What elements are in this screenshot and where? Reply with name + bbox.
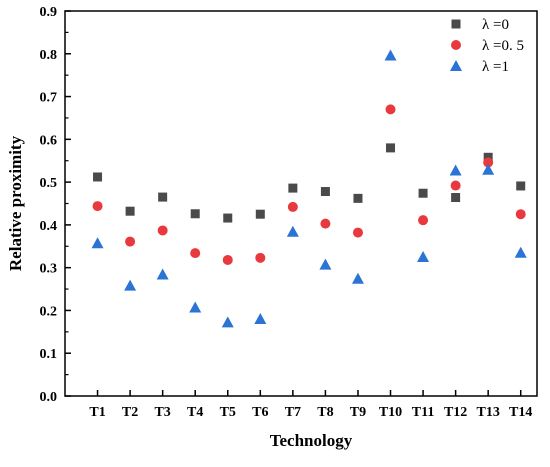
- data-point-square: [93, 172, 103, 182]
- data-point-circle: [320, 218, 331, 229]
- data-point-triangle: [124, 279, 137, 291]
- data-point-square: [353, 193, 363, 203]
- legend-label: λ =1: [482, 59, 509, 75]
- legend-marker-triangle: [450, 60, 462, 71]
- x-tick-label: T8: [317, 405, 333, 420]
- legend-label: λ =0: [482, 17, 509, 33]
- y-tick-label: 0.2: [40, 304, 58, 319]
- y-tick-label: 0.7: [40, 91, 58, 106]
- data-point-circle: [385, 104, 396, 115]
- data-point-square: [386, 143, 396, 153]
- data-point-circle: [287, 201, 298, 212]
- data-point-triangle: [189, 301, 202, 313]
- x-tick-label: T12: [444, 405, 467, 420]
- data-point-triangle: [254, 313, 267, 324]
- x-tick-label: T14: [509, 405, 532, 420]
- data-point-circle: [125, 236, 136, 247]
- data-point-triangle: [384, 49, 397, 61]
- data-point-triangle: [482, 163, 495, 175]
- x-tick-label: T9: [350, 405, 366, 420]
- data-point-triangle: [221, 316, 234, 328]
- plot-frame: [64, 10, 538, 397]
- legend-label: λ =0. 5: [482, 38, 524, 54]
- data-point-circle: [157, 225, 168, 236]
- y-tick-label: 0.9: [40, 5, 58, 20]
- x-tick-label: T3: [154, 405, 170, 420]
- data-point-triangle: [156, 268, 169, 280]
- data-point-square: [418, 188, 428, 198]
- y-tick-label: 0.3: [40, 262, 58, 277]
- data-point-triangle: [91, 237, 104, 249]
- data-point-triangle: [351, 272, 364, 284]
- y-tick-label: 0.0: [40, 390, 58, 405]
- data-point-square: [320, 187, 330, 197]
- data-point-circle: [515, 209, 526, 220]
- data-point-square: [125, 206, 135, 216]
- legend-marker-circle: [451, 40, 461, 50]
- x-tick-label: T1: [89, 405, 105, 420]
- data-point-square: [223, 213, 233, 223]
- data-point-square: [255, 209, 265, 219]
- x-tick-label: T6: [252, 405, 268, 420]
- x-tick-label: T10: [379, 405, 402, 420]
- data-point-triangle: [449, 164, 462, 176]
- x-tick-label: T4: [187, 405, 203, 420]
- data-point-square: [288, 183, 298, 193]
- legend: λ =0 λ =0. 5 λ =1: [450, 17, 524, 75]
- x-tick-label: T2: [122, 405, 138, 420]
- data-point-square: [451, 193, 461, 203]
- legend-marker-square: [451, 19, 461, 29]
- data-point-triangle: [319, 258, 332, 270]
- data-point-circle: [418, 215, 429, 226]
- data-point-circle: [450, 180, 461, 191]
- data-point-triangle: [286, 225, 299, 237]
- data-point-triangle: [417, 250, 430, 262]
- data-point-square: [190, 209, 200, 219]
- data-point-square: [516, 181, 526, 191]
- y-tick-label: 0.1: [40, 347, 58, 362]
- x-tick-label: T7: [285, 405, 301, 420]
- data-point-circle: [352, 227, 363, 238]
- data-point-circle: [190, 248, 201, 259]
- y-tick-label: 0.4: [40, 219, 58, 234]
- data-point-triangle: [514, 246, 527, 258]
- y-axis-title: Relative proximity: [6, 135, 25, 271]
- x-tick-label: T13: [477, 405, 500, 420]
- data-point-circle: [255, 252, 266, 263]
- data-point-square: [483, 152, 493, 162]
- y-tick-label: 0.8: [40, 48, 58, 63]
- data-point-circle: [483, 157, 494, 168]
- data-point-circle: [92, 201, 103, 212]
- data-point-circle: [222, 254, 233, 265]
- y-tick-label: 0.5: [40, 176, 58, 191]
- x-tick-label: T11: [412, 405, 435, 420]
- x-axis-title: Technology: [270, 431, 353, 450]
- x-tick-label: T5: [220, 405, 236, 420]
- y-tick-label: 0.6: [40, 133, 58, 148]
- data-point-square: [158, 192, 168, 202]
